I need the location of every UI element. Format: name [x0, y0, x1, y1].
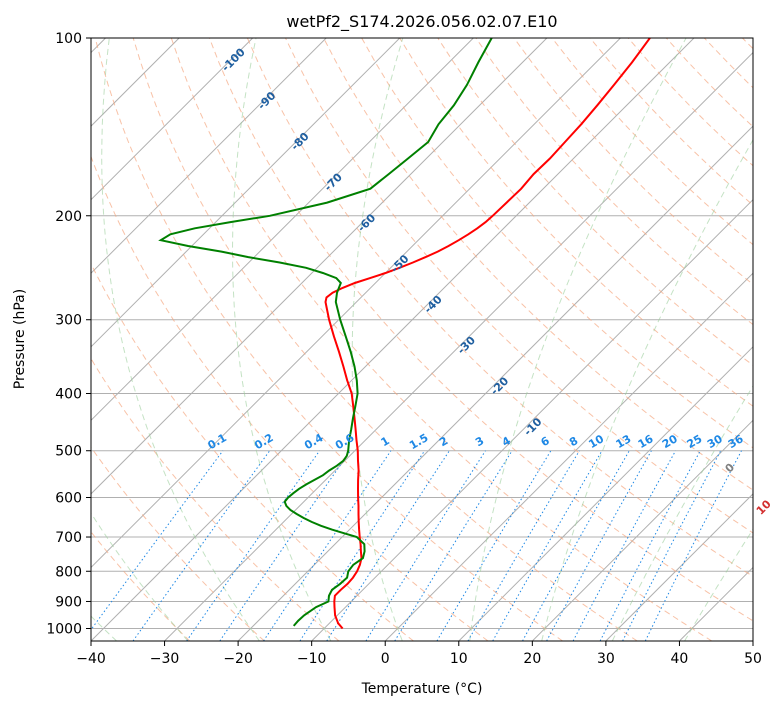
mixing-ratio-line [600, 451, 700, 641]
isotherm-line [17, 38, 620, 641]
y-tick-label: 400 [55, 387, 82, 403]
mixing-ratio-label: 16 [636, 432, 656, 451]
isotherm-line [679, 38, 775, 641]
isotherm-line [0, 38, 326, 641]
temperature-profile-line [326, 38, 650, 629]
mixing-ratio-label: 1.5 [407, 431, 430, 452]
x-tick-label: 20 [523, 651, 541, 667]
y-axis-title: Pressure (hPa) [12, 289, 28, 389]
dry-adiabat [171, 38, 712, 641]
dry-adiabat [666, 38, 775, 641]
mixing-ratio-line [366, 451, 486, 641]
dry-adiabat-label: -30 [455, 333, 478, 356]
dry-adiabat-label: -10 [521, 415, 544, 438]
mixing-ratio-label: 1 [379, 434, 392, 449]
x-tick-label: 10 [450, 651, 468, 667]
isotherm-line [0, 38, 253, 641]
isotherm-line [459, 38, 775, 641]
mixing-ratio-line [437, 451, 551, 641]
dry-adiabat-label: -40 [422, 293, 445, 316]
x-tick-label: 30 [597, 651, 615, 667]
chart-title: wetPf2_S174.2026.056.02.07.E10 [286, 12, 557, 32]
mixing-ratio-label: 8 [567, 434, 580, 449]
x-tick-label: −40 [76, 651, 106, 667]
dry-adiabat [514, 38, 775, 641]
moist-adiabat [685, 38, 775, 641]
dry-adiabat-label: -80 [288, 130, 311, 153]
dry-adiabat [0, 38, 190, 641]
moist-adiabat [352, 38, 403, 641]
mixing-ratio-label: 0.6 [333, 431, 357, 452]
dry-adiabat [19, 38, 414, 641]
mixing-ratio-label: 20 [660, 432, 680, 451]
y-tick-label: 800 [55, 564, 82, 580]
mixing-ratio-line [523, 451, 630, 641]
mixing-ratio-label: 2 [437, 434, 450, 449]
dry-adiabat-label: -90 [255, 89, 278, 112]
moist-adiabat [0, 38, 188, 641]
y-tick-label: 600 [55, 490, 82, 506]
isotherm-line [532, 38, 775, 641]
plot-frame [91, 38, 753, 641]
y-tick-label: 100 [55, 31, 82, 47]
y-tick-label: 900 [55, 594, 82, 610]
dry-adiabat-label: -60 [355, 211, 378, 234]
mixing-ratio-label: 6 [539, 434, 552, 449]
mixing-ratio-line [264, 451, 391, 641]
mixing-ratio-line [327, 451, 450, 641]
isotherm-line [91, 38, 694, 641]
isotherm-line [0, 38, 400, 641]
dry-adiabat [0, 38, 264, 641]
mixing-ratio-label: 3 [473, 434, 486, 449]
x-tick-label: 40 [671, 651, 689, 667]
moist-adiabat-label: 0 [723, 460, 738, 475]
dry-adiabat [133, 38, 637, 641]
mixing-ratio-label: 30 [705, 432, 725, 451]
x-tick-label: −20 [223, 651, 253, 667]
isotherm-line [312, 38, 775, 641]
x-tick-label: 50 [744, 651, 762, 667]
y-tick-label: 200 [55, 209, 82, 225]
mixing-ratio-label: 36 [726, 432, 746, 451]
isotherm-line [753, 38, 775, 641]
isotherm-line [385, 38, 775, 641]
x-tick-label: −30 [150, 651, 180, 667]
mixing-ratio-line [83, 451, 223, 641]
y-tick-label: 500 [55, 444, 82, 460]
mixing-ratio-line [468, 451, 580, 641]
dry-adiabat [552, 38, 775, 641]
dry-adiabat [438, 38, 775, 641]
dry-adiabat [476, 38, 775, 641]
moist-adiabat-label: 10 [754, 497, 774, 517]
x-tick-label: −10 [297, 651, 327, 667]
dry-adiabat-label: -100 [219, 45, 248, 74]
mixing-ratio-label: 0.2 [252, 431, 275, 452]
mixing-ratio-label: 25 [685, 432, 705, 451]
x-axis-title: Temperature (°C) [361, 681, 483, 697]
mixing-ratio-line [300, 451, 425, 641]
dry-adiabat [590, 38, 775, 641]
dry-adiabat-label: -70 [322, 170, 345, 193]
moist-adiabat [233, 38, 331, 641]
mixing-ratio-line [547, 451, 652, 641]
y-tick-label: 300 [55, 313, 82, 329]
dry-adiabat [742, 38, 775, 641]
y-tick-label: 1000 [46, 621, 82, 637]
mixing-ratio-line [573, 451, 676, 641]
x-tick-label: 0 [381, 651, 390, 667]
y-tick-label: 700 [55, 530, 82, 546]
mixing-ratio-label: 0.4 [302, 431, 326, 452]
